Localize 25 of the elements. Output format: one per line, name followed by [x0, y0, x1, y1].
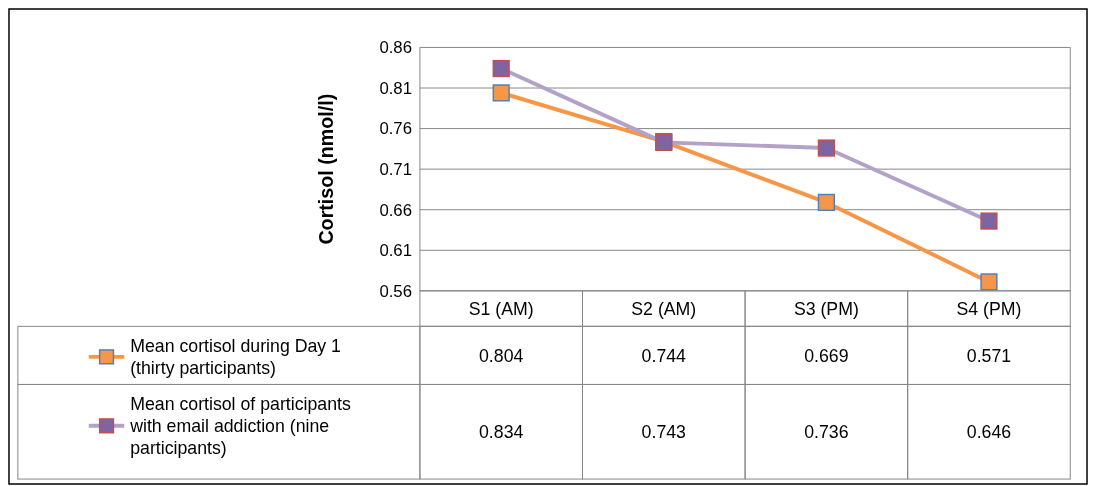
y-axis-title: Cortisol (nmol/l)	[315, 93, 338, 245]
legend-label: Mean cortisol of participants with email addiction (nine participants)	[129, 394, 351, 458]
x-tick-label: S2 (AM)	[631, 298, 697, 319]
y-tick-label: 0.66	[379, 200, 413, 220]
data-label: 0.834	[479, 421, 524, 442]
y-tick-label: 0.81	[379, 78, 413, 98]
x-tick-label: S1 (AM)	[468, 298, 534, 319]
legend-label: Mean cortisol during Day 1 (thirty participants)	[130, 336, 341, 378]
data-label: 0.736	[804, 421, 849, 442]
data-label: 0.669	[804, 345, 849, 366]
data-label: 0.646	[966, 421, 1012, 442]
y-tick-label: 0.56	[379, 281, 413, 301]
point	[980, 273, 998, 291]
x-tick-label: S3 (PM)	[793, 298, 859, 319]
y-tick-label: 0.86	[379, 38, 413, 58]
point	[492, 84, 510, 102]
data-label: 0.804	[479, 345, 524, 366]
data-label: 0.571	[966, 345, 1012, 366]
y-tick-label: 0.61	[379, 241, 413, 261]
x-tick-label: S4 (PM)	[956, 298, 1022, 319]
y-tick-label: 0.71	[379, 160, 413, 180]
data-label: 0.743	[641, 421, 687, 442]
point	[817, 193, 835, 212]
y-tick-label: 0.76	[379, 119, 413, 139]
data-label: 0.744	[641, 345, 687, 366]
